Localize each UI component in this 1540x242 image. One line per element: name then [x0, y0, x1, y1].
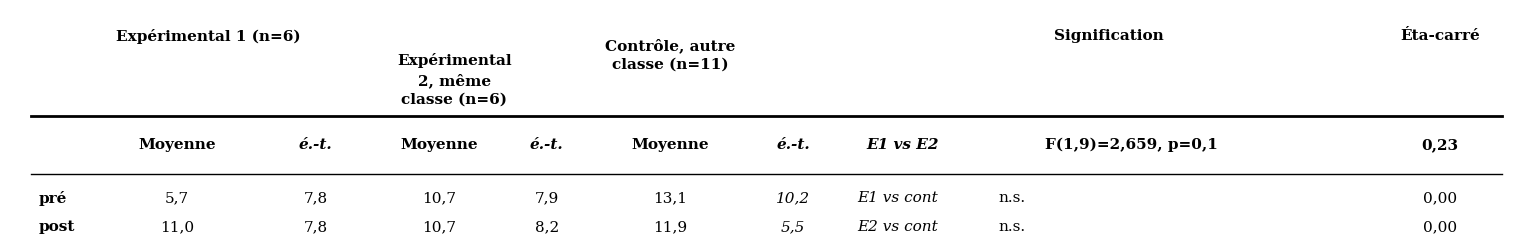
Text: 8,2: 8,2	[534, 220, 559, 234]
Text: 7,8: 7,8	[303, 191, 328, 205]
Text: Moyenne: Moyenne	[139, 138, 216, 152]
Text: 7,8: 7,8	[303, 220, 328, 234]
Text: é.-t.: é.-t.	[299, 138, 333, 152]
Text: Moyenne: Moyenne	[631, 138, 708, 152]
Text: 11,0: 11,0	[160, 220, 194, 234]
Text: 10,7: 10,7	[422, 191, 456, 205]
Text: pré: pré	[38, 191, 66, 206]
Text: Éta-carré: Éta-carré	[1400, 29, 1480, 43]
Text: Contrôle, autre
classe (n=11): Contrôle, autre classe (n=11)	[605, 39, 735, 72]
Text: 5,5: 5,5	[781, 220, 805, 234]
Text: Signification: Signification	[1053, 29, 1164, 43]
Text: E2 vs cont: E2 vs cont	[858, 220, 938, 234]
Text: 10,7: 10,7	[422, 220, 456, 234]
Text: 11,9: 11,9	[653, 220, 687, 234]
Text: Expérimental
2, même
classe (n=6): Expérimental 2, même classe (n=6)	[397, 53, 511, 106]
Text: F(1,9)=2,659, p=0,1: F(1,9)=2,659, p=0,1	[1046, 138, 1218, 152]
Text: é.-t.: é.-t.	[530, 138, 564, 152]
Text: n.s.: n.s.	[998, 191, 1026, 205]
Text: 7,9: 7,9	[534, 191, 559, 205]
Text: E1 vs cont: E1 vs cont	[858, 191, 938, 205]
Text: 0,00: 0,00	[1423, 220, 1457, 234]
Text: E1 vs E2: E1 vs E2	[865, 138, 939, 152]
Text: 10,2: 10,2	[776, 191, 810, 205]
Text: Moyenne: Moyenne	[400, 138, 477, 152]
Text: Expérimental 1 (n=6): Expérimental 1 (n=6)	[116, 29, 300, 44]
Text: 0,23: 0,23	[1421, 138, 1458, 152]
Text: post: post	[38, 220, 75, 234]
Text: 0,00: 0,00	[1423, 191, 1457, 205]
Text: é.-t.: é.-t.	[776, 138, 810, 152]
Text: 5,7: 5,7	[165, 191, 189, 205]
Text: n.s.: n.s.	[998, 220, 1026, 234]
Text: 13,1: 13,1	[653, 191, 687, 205]
